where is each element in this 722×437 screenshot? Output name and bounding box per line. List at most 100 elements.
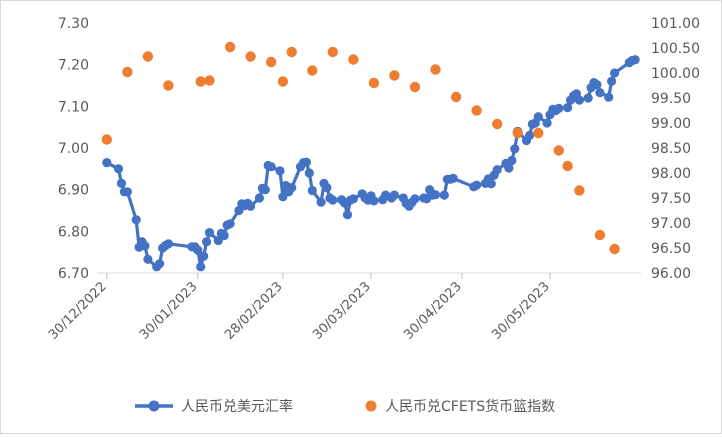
usd-rate-point — [254, 193, 264, 203]
series-usd-path — [106, 58, 636, 269]
cfets-index-point — [389, 70, 400, 81]
cfets-index-point — [609, 243, 620, 255]
y-left-tick-label: 7.20 — [58, 58, 89, 74]
x-tick-label: 30/05/2023 — [489, 279, 553, 343]
series-cfets-points — [101, 41, 620, 255]
cfets-index-point — [142, 51, 154, 62]
usd-rate-point — [287, 183, 297, 193]
cfets-index-point — [286, 46, 297, 58]
usd-rate-point — [604, 92, 614, 102]
usd-rate-point — [507, 155, 517, 166]
usd-rate-point — [510, 144, 520, 154]
usd-rate-point — [275, 166, 285, 176]
usd-rate-point — [246, 201, 256, 211]
usd-rate-point — [219, 230, 229, 241]
legend-item-cfets: 人民币兑CFETS货币篮指数 — [365, 398, 555, 415]
y-left-tick-label: 7.00 — [58, 141, 89, 157]
y-right-tick-label: 99.00 — [651, 116, 691, 132]
usd-rate-point — [122, 187, 132, 197]
usd-rate-point — [430, 190, 441, 200]
usd-rate-point — [143, 254, 153, 264]
usd-rate-point — [610, 68, 620, 78]
cfets-index-point — [512, 127, 523, 139]
usd-rate-point — [369, 196, 379, 206]
cfets-index-point — [533, 127, 544, 139]
y-right-tick-label: 100.00 — [651, 66, 700, 82]
cfets-index-point — [101, 134, 113, 145]
y-left-tick-label: 6.90 — [58, 183, 89, 199]
usd-rate-point — [266, 162, 276, 172]
cfets-index-point — [195, 76, 206, 87]
cfets-index-point — [327, 46, 338, 58]
axes: 6.70 6.80 6.90 7.00 7.10 7.20 7.30 96.00 96.50 97… — [46, 16, 700, 343]
cfets-index-point — [277, 76, 289, 87]
usd-rate-point — [542, 118, 552, 128]
y-left-tick-label: 6.70 — [58, 266, 89, 282]
usd-rate-point — [492, 165, 502, 175]
cfets-index-point — [224, 41, 236, 53]
x-tick-label: 30/01/2023 — [137, 279, 201, 343]
usd-rate-point — [307, 185, 317, 196]
cfets-index-point — [245, 51, 256, 62]
usd-rate-point — [116, 178, 127, 188]
usd-rate-point — [155, 259, 165, 269]
usd-rate-point — [486, 179, 496, 189]
y-left-tick-label: 7.30 — [58, 16, 89, 32]
legend-usd-label: 人民币兑美元汇率 — [181, 398, 293, 415]
y-right-tick-label: 96.50 — [651, 241, 691, 257]
usd-rate-point — [102, 158, 112, 168]
usd-rate-point — [410, 194, 420, 204]
cfets-index-point — [594, 229, 606, 241]
cfets-index-point — [204, 75, 215, 86]
usd-rate-point — [592, 80, 602, 90]
y-right-tick-label: 97.50 — [651, 191, 691, 207]
cfets-index-point — [471, 105, 482, 116]
cfets-index-point — [266, 56, 277, 68]
usd-rate-point — [304, 168, 314, 178]
cfets-index-point — [348, 54, 359, 65]
usd-rate-point — [163, 239, 173, 249]
usd-rate-point — [225, 219, 235, 229]
usd-rate-point — [342, 210, 353, 220]
legend: 人民币兑美元汇率 人民币兑CFETS货币篮指数 — [135, 398, 555, 415]
y-right-tick-label: 100.50 — [651, 41, 700, 57]
legend-cfets-marker — [365, 400, 377, 412]
cfets-index-point — [492, 118, 503, 130]
y-left-tick-label: 7.10 — [58, 99, 89, 115]
legend-usd-marker — [148, 400, 160, 412]
x-tick-label: 30/03/2023 — [310, 279, 374, 343]
usd-rate-point — [533, 112, 543, 122]
usd-rate-point — [348, 194, 358, 204]
y-right-tick-label: 98.00 — [651, 166, 691, 182]
usd-rate-point — [389, 190, 399, 200]
usd-rate-point — [524, 130, 535, 141]
usd-rate-point — [607, 76, 617, 86]
y-right-tick-label: 99.50 — [651, 91, 691, 107]
legend-cfets-label: 人民币兑CFETS货币篮指数 — [385, 398, 555, 415]
cfets-index-point — [307, 65, 318, 76]
usd-rate-point — [131, 215, 141, 225]
x-tick-label: 28/02/2023 — [222, 279, 286, 343]
usd-rate-point — [472, 180, 482, 190]
usd-rate-point — [204, 228, 215, 238]
x-tick-label: 30/04/2023 — [401, 279, 465, 343]
usd-rate-point — [193, 245, 203, 255]
y-right-tick-label: 101.00 — [651, 16, 700, 32]
usd-rate-point — [583, 93, 593, 103]
series-usd-line — [106, 58, 636, 269]
usd-rate-point — [196, 262, 206, 272]
cfets-index-point — [409, 81, 421, 93]
usd-rate-point — [630, 55, 640, 65]
y-right-tick-label: 96.00 — [651, 266, 691, 282]
y-right-tick-label: 97.00 — [651, 216, 691, 232]
y-left-tick-label: 6.80 — [58, 224, 89, 240]
usd-rate-point — [140, 241, 150, 251]
usd-rate-point — [316, 197, 326, 207]
cfets-index-point — [368, 77, 380, 89]
series-usd-points — [102, 55, 640, 272]
usd-rate-point — [448, 173, 458, 183]
usd-rate-point — [574, 95, 585, 105]
cfets-index-point — [562, 160, 573, 172]
usd-rate-point — [328, 195, 338, 205]
